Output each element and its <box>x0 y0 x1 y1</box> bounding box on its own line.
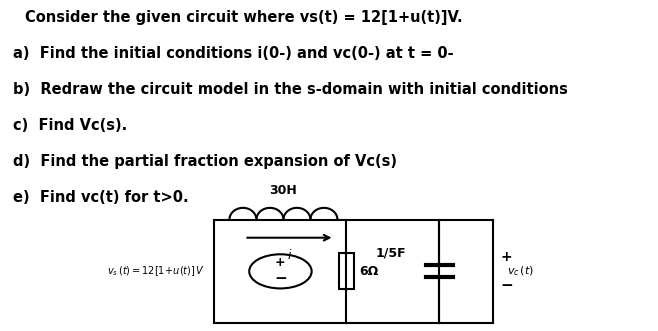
Text: d)  Find the partial fraction expansion of Vc(s): d) Find the partial fraction expansion o… <box>13 154 397 169</box>
Text: +: + <box>501 250 513 264</box>
Text: +: + <box>275 256 286 269</box>
Text: c)  Find Vc(s).: c) Find Vc(s). <box>13 118 128 133</box>
Text: 6Ω: 6Ω <box>360 265 379 278</box>
Text: a)  Find the initial conditions i(0-) and vc(0-) at t = 0-: a) Find the initial conditions i(0-) and… <box>13 46 454 61</box>
Text: $v_s\,(t) = 12[1\!+\!u(t)]\,V$: $v_s\,(t) = 12[1\!+\!u(t)]\,V$ <box>107 264 205 278</box>
Text: 30H: 30H <box>270 184 297 197</box>
Text: i: i <box>288 249 291 262</box>
Text: $v_c\,(t)$: $v_c\,(t)$ <box>507 264 534 278</box>
Text: −: − <box>501 278 513 293</box>
Text: e)  Find vc(t) for t>0.: e) Find vc(t) for t>0. <box>13 190 189 205</box>
Text: b)  Redraw the circuit model in the s-domain with initial conditions: b) Redraw the circuit model in the s-dom… <box>13 82 569 97</box>
Text: Consider the given circuit where vs(t) = 12[1+u(t)]V.: Consider the given circuit where vs(t) =… <box>26 10 463 24</box>
Text: −: − <box>274 271 287 286</box>
Bar <box>339 253 354 289</box>
Text: 1/5F: 1/5F <box>376 247 407 260</box>
